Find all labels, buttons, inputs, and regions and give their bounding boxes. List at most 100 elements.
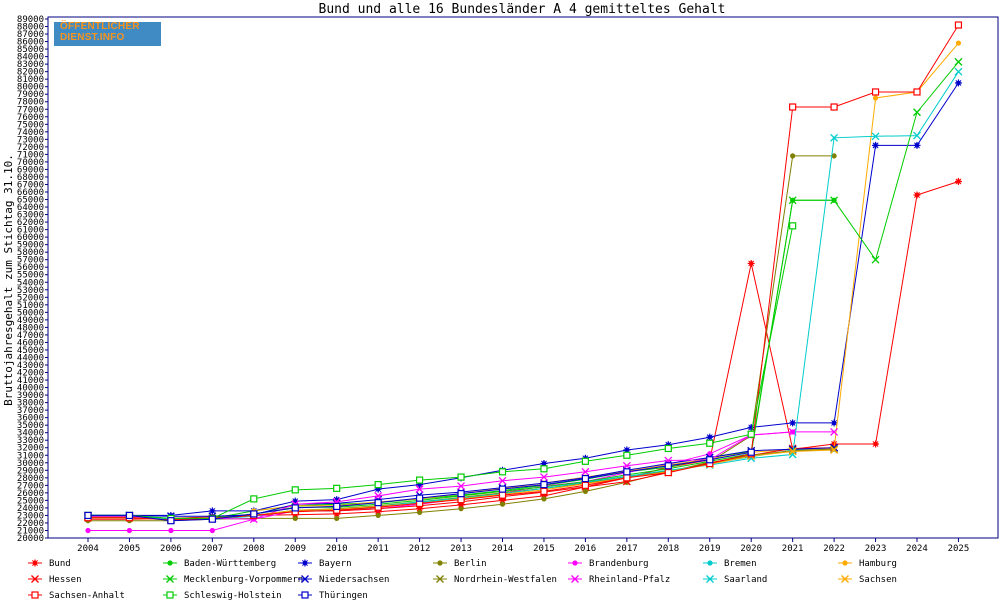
x-tick-label: 2014 bbox=[492, 544, 514, 554]
legend-marker bbox=[437, 560, 443, 566]
data-point bbox=[333, 502, 341, 511]
data-point bbox=[831, 153, 837, 159]
series-schleswig-holstein bbox=[84, 222, 797, 523]
logo: ÖFFENTLICHER DIENST.INFO bbox=[60, 21, 140, 43]
series-line bbox=[253, 42, 959, 512]
data-point bbox=[539, 473, 548, 482]
data-point bbox=[374, 491, 383, 500]
legend-marker bbox=[572, 560, 578, 566]
x-tick-label: 2009 bbox=[284, 544, 306, 554]
x-tick-label: 2010 bbox=[326, 544, 348, 554]
legend-item: Niedersachsen bbox=[298, 575, 389, 585]
data-point bbox=[707, 451, 713, 457]
legend-item: Brandenburg bbox=[568, 559, 649, 569]
legend-marker bbox=[706, 575, 714, 583]
y-tick-label: 58000 bbox=[17, 248, 44, 258]
y-tick-label: 46000 bbox=[17, 338, 44, 348]
x-tick-label: 2012 bbox=[409, 544, 431, 554]
series-line bbox=[88, 82, 959, 516]
legend-label: Rheinland-Pfalz bbox=[589, 575, 670, 585]
legend-label: Sachsen-Anhalt bbox=[49, 591, 125, 600]
y-axis-label: Bruttojahresgehalt zum Stichtag 31.10. bbox=[2, 154, 15, 406]
data-point bbox=[623, 474, 631, 482]
y-tick-label: 79000 bbox=[17, 90, 44, 100]
y-tick-label: 63000 bbox=[17, 211, 44, 221]
data-point bbox=[706, 439, 714, 447]
chart-title: Bund und alle 16 Bundesländer A 4 gemitt… bbox=[319, 2, 726, 17]
x-tick-label: 2011 bbox=[367, 544, 389, 554]
y-tick-label: 73000 bbox=[17, 135, 44, 145]
data-point bbox=[954, 57, 963, 66]
y-tick-label: 69000 bbox=[17, 165, 44, 175]
data-point bbox=[582, 488, 589, 494]
data-point bbox=[955, 40, 962, 46]
y-tick-label: 76000 bbox=[17, 113, 44, 123]
data-point bbox=[664, 468, 672, 477]
x-tick-label: 2007 bbox=[202, 544, 224, 554]
x-tick-label: 2004 bbox=[77, 544, 99, 554]
series-th-ringen bbox=[84, 448, 755, 525]
y-tick-label: 57000 bbox=[17, 256, 44, 266]
data-point bbox=[457, 482, 466, 491]
data-point bbox=[540, 480, 548, 489]
series-bund bbox=[84, 177, 962, 523]
data-point bbox=[250, 510, 258, 518]
legend-marker bbox=[841, 575, 849, 583]
data-point bbox=[788, 447, 797, 456]
series-berlin bbox=[85, 153, 837, 524]
legend-item: Sachsen bbox=[838, 575, 897, 585]
y-tick-label: 81000 bbox=[17, 75, 44, 85]
data-point bbox=[622, 461, 631, 470]
data-point bbox=[790, 153, 796, 159]
data-point bbox=[706, 456, 714, 464]
x-tick-label: 2022 bbox=[823, 544, 845, 554]
series-layer bbox=[84, 21, 963, 534]
data-point bbox=[830, 196, 839, 205]
y-tick-label: 52000 bbox=[17, 293, 44, 303]
y-tick-label: 88000 bbox=[17, 23, 44, 33]
data-point bbox=[664, 462, 672, 470]
legend-label: Nordrhein-Westfalen bbox=[454, 575, 557, 585]
legend-label: Baden-Württemberg bbox=[184, 559, 276, 569]
y-tick-label: 59000 bbox=[17, 241, 44, 251]
data-point bbox=[747, 430, 755, 438]
data-point bbox=[954, 67, 963, 76]
legend-item: Bremen bbox=[703, 559, 757, 569]
data-point bbox=[871, 88, 880, 96]
data-point bbox=[417, 509, 423, 516]
legend-marker bbox=[436, 575, 444, 583]
legend-item: Hamburg bbox=[838, 559, 897, 569]
data-point bbox=[415, 485, 424, 494]
legend-item: Nordrhein-Westfalen bbox=[433, 575, 557, 585]
y-tick-label: 84000 bbox=[17, 53, 44, 63]
y-tick-label: 77000 bbox=[17, 105, 44, 115]
data-point bbox=[291, 486, 299, 494]
y-tick-label: 82000 bbox=[17, 68, 44, 78]
y-tick-label: 53000 bbox=[17, 286, 44, 296]
legend-label: Thüringen bbox=[319, 591, 368, 600]
series-mecklenburg-vorpommern bbox=[84, 57, 963, 524]
y-tick-label: 51000 bbox=[17, 301, 44, 311]
data-point bbox=[498, 491, 507, 499]
data-point bbox=[333, 484, 341, 492]
logo-background bbox=[54, 22, 161, 46]
x-tick-label: 2017 bbox=[616, 544, 638, 554]
y-tick-label: 70000 bbox=[17, 158, 44, 168]
data-point bbox=[416, 494, 424, 502]
legend-item: Saarland bbox=[703, 575, 767, 585]
data-point bbox=[913, 131, 921, 140]
series-line bbox=[88, 199, 835, 519]
legend-label: Saarland bbox=[724, 575, 767, 585]
data-point bbox=[789, 222, 797, 230]
plot-area-frame bbox=[47, 16, 999, 539]
y-tick-label: 32000 bbox=[17, 444, 44, 454]
y-tick-label: 86000 bbox=[17, 38, 44, 48]
y-tick-label: 40000 bbox=[17, 384, 44, 394]
y-tick-label: 47000 bbox=[17, 331, 44, 341]
legend-label: Schleswig-Holstein bbox=[184, 591, 282, 600]
data-point bbox=[789, 103, 797, 111]
y-tick-label: 66000 bbox=[17, 188, 44, 198]
series-line bbox=[88, 225, 794, 519]
data-point bbox=[913, 141, 921, 149]
legend-marker bbox=[166, 575, 174, 583]
